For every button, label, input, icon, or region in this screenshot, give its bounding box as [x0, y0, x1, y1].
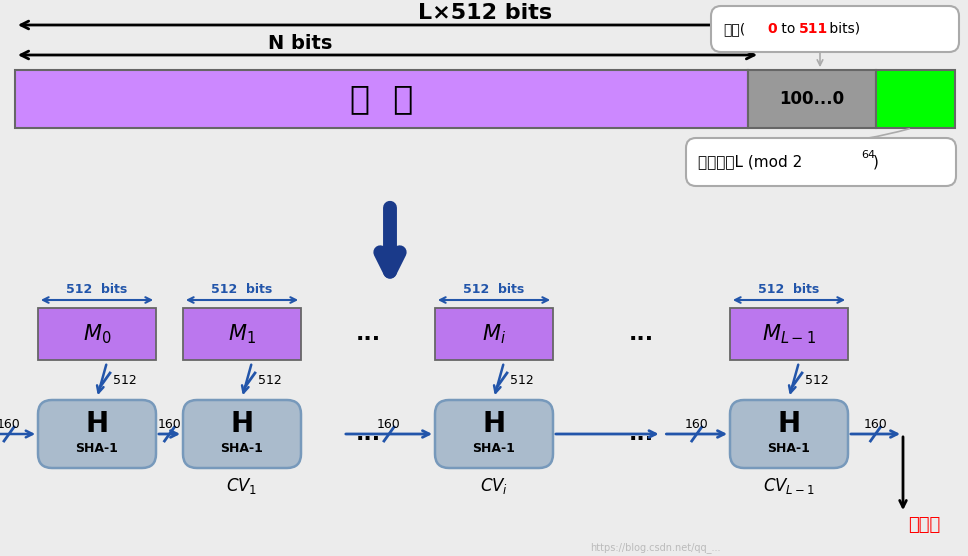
- Text: H: H: [230, 410, 254, 438]
- Text: 0: 0: [767, 22, 776, 36]
- FancyBboxPatch shape: [435, 400, 553, 468]
- Text: SHA-1: SHA-1: [768, 441, 810, 454]
- Bar: [876, 70, 955, 128]
- Text: $M_1$: $M_1$: [228, 322, 256, 346]
- FancyBboxPatch shape: [686, 138, 956, 186]
- FancyBboxPatch shape: [711, 6, 959, 52]
- Text: 512: 512: [510, 374, 533, 386]
- Text: 512  bits: 512 bits: [211, 283, 273, 296]
- FancyBboxPatch shape: [38, 400, 156, 468]
- Text: ): ): [873, 155, 879, 170]
- Text: ...: ...: [355, 424, 380, 444]
- Text: $M_{L-1}$: $M_{L-1}$: [762, 322, 816, 346]
- Text: 160: 160: [0, 418, 21, 430]
- Text: 511: 511: [799, 22, 829, 36]
- Text: 512: 512: [805, 374, 829, 386]
- Text: https://blog.csdn.net/qq_...: https://blog.csdn.net/qq_...: [590, 543, 720, 553]
- Text: 512: 512: [113, 374, 136, 386]
- Text: H: H: [85, 410, 108, 438]
- Text: ...: ...: [629, 324, 654, 344]
- Text: 512  bits: 512 bits: [67, 283, 128, 296]
- Text: 消  息: 消 息: [349, 82, 413, 116]
- FancyBboxPatch shape: [730, 400, 848, 468]
- Text: L×512 bits: L×512 bits: [418, 3, 552, 23]
- Text: N bits: N bits: [268, 34, 332, 53]
- Text: SHA-1: SHA-1: [76, 441, 118, 454]
- Text: 消息长度L (mod 2: 消息长度L (mod 2: [698, 155, 802, 170]
- Text: SHA-1: SHA-1: [472, 441, 515, 454]
- Text: bits): bits): [825, 22, 861, 36]
- Text: $M_0$: $M_0$: [83, 322, 111, 346]
- Text: 512  bits: 512 bits: [464, 283, 525, 296]
- Text: SHA-1: SHA-1: [221, 441, 263, 454]
- Text: H: H: [482, 410, 505, 438]
- FancyBboxPatch shape: [183, 400, 301, 468]
- Text: ...: ...: [629, 424, 654, 444]
- Bar: [15, 70, 748, 128]
- Text: 填充(: 填充(: [723, 22, 745, 36]
- Bar: [435, 308, 553, 360]
- Text: $M_i$: $M_i$: [482, 322, 506, 346]
- Text: $CV_1$: $CV_1$: [227, 476, 257, 496]
- Text: 160: 160: [378, 418, 401, 430]
- Text: 160: 160: [158, 418, 181, 430]
- Text: to: to: [777, 22, 800, 36]
- Text: 512  bits: 512 bits: [758, 283, 820, 296]
- Text: 160: 160: [685, 418, 709, 430]
- Text: ...: ...: [355, 324, 380, 344]
- Text: 哈希値: 哈希値: [908, 516, 940, 534]
- Bar: [183, 308, 301, 360]
- Text: $CV_i$: $CV_i$: [480, 476, 508, 496]
- Text: 100...0: 100...0: [779, 90, 844, 108]
- Text: 160: 160: [863, 418, 888, 430]
- Text: $CV_{L-1}$: $CV_{L-1}$: [763, 476, 815, 496]
- Bar: [730, 308, 848, 360]
- Bar: [748, 70, 876, 128]
- Text: H: H: [777, 410, 801, 438]
- Text: 512: 512: [258, 374, 282, 386]
- Text: 64: 64: [861, 150, 875, 160]
- Bar: [38, 308, 156, 360]
